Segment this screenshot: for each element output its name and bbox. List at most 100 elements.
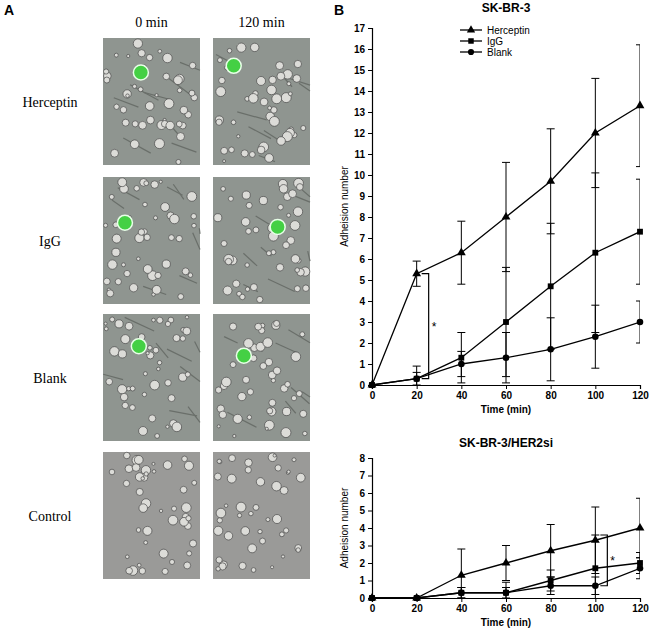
cell [123, 480, 129, 486]
cell [245, 467, 251, 473]
data-point [457, 248, 466, 256]
cell [224, 504, 228, 508]
cell [224, 254, 234, 264]
cell [133, 39, 142, 48]
micrograph-background [103, 38, 200, 165]
cell [233, 280, 240, 287]
cell [259, 196, 267, 204]
cell [155, 94, 158, 97]
data-point [369, 382, 375, 388]
cell [295, 545, 302, 552]
cell-streak [167, 349, 192, 361]
cell [188, 273, 193, 278]
y-tick-mark [368, 301, 372, 302]
data-point [546, 176, 555, 184]
error-bar [591, 78, 599, 187]
micrograph [103, 38, 200, 165]
cell [277, 72, 285, 80]
x-tick: 40 [456, 385, 468, 401]
cell [123, 90, 131, 98]
y-tick-mark [368, 364, 372, 365]
cell [162, 260, 170, 268]
row-label: Control [29, 509, 72, 524]
data-point [413, 595, 420, 602]
cell-streak [308, 251, 310, 261]
cell [121, 335, 130, 344]
cell [165, 321, 170, 326]
y-tick-mark [368, 28, 372, 29]
cell [216, 508, 226, 518]
y-tick-mark [368, 154, 372, 155]
data-point [502, 558, 511, 566]
cell [219, 411, 226, 418]
y-tick-label: 9 [359, 191, 365, 202]
cell [180, 106, 188, 114]
data-point [592, 565, 598, 571]
x-axis-title: Time (min) [481, 617, 531, 628]
data-point [547, 582, 554, 589]
y-tick-label: 6 [359, 488, 365, 499]
error-bar [457, 549, 465, 598]
cell [163, 53, 172, 62]
cell [118, 385, 127, 394]
error-bar-cap [502, 332, 510, 333]
cell-streak [227, 412, 256, 427]
cell [104, 223, 108, 227]
cell [300, 410, 307, 417]
cell [157, 360, 161, 364]
cell [184, 562, 191, 569]
cell [136, 488, 143, 495]
micrograph-background [213, 177, 310, 304]
cell [217, 459, 221, 463]
chart: SK-BR-3/HER2si020406080100120012345678Ti… [339, 436, 649, 628]
cell [159, 549, 168, 558]
cell [109, 194, 114, 199]
cell [260, 538, 266, 544]
row-label: Herceptin [22, 95, 77, 110]
y-tick: 2 [359, 558, 372, 569]
cell [225, 258, 231, 264]
cell [245, 459, 253, 467]
cell [257, 76, 266, 85]
labelled-cell [236, 348, 251, 363]
micrograph [213, 314, 310, 441]
data-point [503, 354, 510, 361]
cell-streak [180, 62, 200, 70]
cell [104, 322, 107, 325]
cell [146, 54, 152, 60]
cell [122, 402, 128, 408]
y-tick: 6 [359, 488, 372, 499]
cell [183, 327, 191, 335]
cell-streak [224, 337, 238, 343]
cell [268, 453, 277, 462]
error-bar-cap [457, 284, 465, 285]
x-tick: 120 [632, 598, 649, 614]
cell [178, 294, 184, 300]
data-point [414, 376, 420, 382]
cell [130, 140, 139, 149]
x-tick-mark [640, 598, 641, 602]
cell [303, 285, 309, 291]
error-bar [502, 267, 510, 376]
data-point [457, 570, 466, 578]
labelled-cell [226, 58, 241, 73]
y-tick: 17 [354, 23, 372, 34]
series-line [372, 106, 640, 385]
cell [269, 116, 279, 126]
cell [125, 465, 133, 473]
error-bar-cap [502, 267, 510, 268]
cell [184, 461, 193, 470]
y-tick-mark [368, 259, 372, 260]
y-tick-label: 5 [359, 275, 365, 286]
significance-bracket [422, 274, 429, 379]
cell [291, 255, 299, 263]
cell [136, 528, 141, 533]
marker-layer [368, 101, 645, 389]
x-tick-mark [551, 598, 552, 602]
x-tick: 40 [456, 598, 468, 614]
cell [130, 405, 136, 411]
error-bar [547, 525, 555, 578]
y-tick-mark [368, 280, 372, 281]
error-bar [502, 546, 510, 581]
cell [144, 181, 149, 186]
